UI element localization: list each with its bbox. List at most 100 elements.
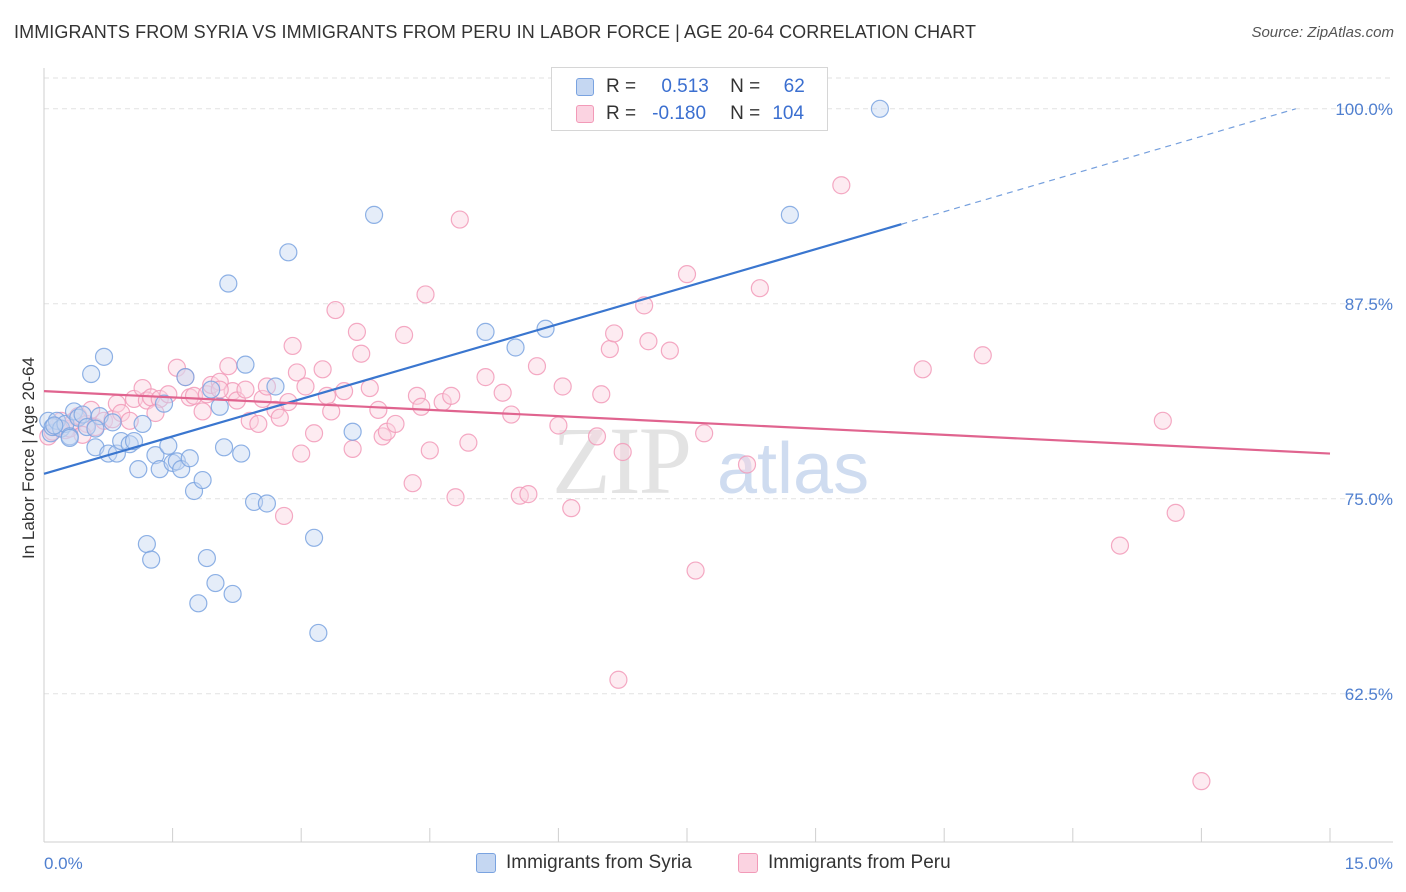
- syria-trend-extension: [901, 108, 1296, 225]
- peru-point: [459, 433, 478, 452]
- syria-point: [343, 422, 362, 441]
- legend-r-value-syria: 0.513: [661, 76, 709, 97]
- peru-point: [442, 386, 461, 405]
- peru-point: [1110, 536, 1130, 555]
- peru-point: [660, 341, 679, 360]
- syria-point: [506, 338, 525, 357]
- peru-point: [677, 265, 697, 284]
- peru-points: [39, 176, 1211, 791]
- syria-trend-line: [43, 223, 902, 475]
- series-swatch-syria: [476, 853, 496, 873]
- syria-point: [206, 573, 225, 593]
- y-tick-label: 75.0%: [1345, 490, 1393, 509]
- peru-point: [287, 363, 307, 382]
- syria-point: [60, 428, 79, 448]
- series-legend-peru: Immigrants from Peru: [738, 852, 951, 874]
- peru-point: [1192, 772, 1211, 791]
- axes: [43, 68, 1393, 843]
- peru-point: [562, 499, 581, 518]
- syria-point: [210, 397, 229, 416]
- syria-point: [82, 364, 101, 384]
- peru-point: [493, 383, 512, 402]
- series-legend-syria: Immigrants from Syria: [476, 852, 692, 874]
- syria-point: [304, 528, 324, 547]
- peru-point: [369, 400, 388, 419]
- legend-row-peru: R = -0.180 N = 104: [576, 102, 808, 126]
- trend-lines: [43, 108, 1331, 475]
- peru-point: [450, 210, 469, 229]
- peru-point: [326, 300, 345, 320]
- peru-point: [270, 408, 289, 427]
- syria-point: [189, 594, 208, 613]
- peru-point: [1153, 411, 1172, 430]
- syria-point: [137, 534, 156, 554]
- syria-points: [39, 99, 890, 643]
- legend-swatch-peru: [576, 105, 594, 123]
- peru-point: [283, 336, 302, 356]
- peru-point: [686, 561, 705, 580]
- syria-point: [214, 438, 234, 457]
- peru-point: [304, 424, 324, 443]
- peru-point: [549, 416, 568, 435]
- peru-point: [519, 485, 538, 504]
- peru-point: [292, 444, 311, 463]
- correlation-legend: R = 0.513 N = 62 R = -0.180 N = 104: [551, 67, 828, 131]
- syria-point: [780, 205, 799, 224]
- peru-point: [322, 402, 341, 421]
- syria-point: [129, 460, 148, 479]
- peru-point: [750, 279, 769, 298]
- source-credit: Source: ZipAtlas.com: [1251, 24, 1394, 41]
- peru-point: [193, 402, 212, 421]
- syria-point: [180, 449, 199, 468]
- syria-point: [193, 470, 212, 490]
- peru-point: [407, 386, 427, 405]
- syria-point: [176, 368, 195, 387]
- syria-point: [223, 584, 242, 604]
- peru-point: [219, 357, 238, 376]
- peru-point: [913, 360, 932, 379]
- syria-point: [154, 394, 174, 413]
- peru-point: [476, 368, 495, 387]
- legend-row-syria: R = 0.513 N = 62: [576, 75, 814, 99]
- syria-point: [146, 446, 165, 465]
- peru-point: [446, 488, 465, 507]
- peru-point: [296, 377, 315, 396]
- syria-point: [133, 414, 152, 434]
- series-label-syria: Immigrants from Syria: [506, 852, 692, 873]
- peru-point: [1166, 503, 1185, 522]
- syria-point: [219, 274, 238, 293]
- peru-point: [639, 332, 658, 351]
- peru-point: [236, 380, 255, 399]
- legend-n-label: N =: [730, 103, 761, 124]
- peru-point: [313, 360, 332, 379]
- peru-point: [343, 439, 362, 458]
- y-tick-label: 100.0%: [1335, 100, 1393, 119]
- chart-title: IMMIGRANTS FROM SYRIA VS IMMIGRANTS FROM…: [14, 22, 977, 42]
- tick-labels: 62.5% 75.0% 87.5% 100.0% 0.0% 15.0%: [44, 100, 1393, 873]
- peru-point: [973, 346, 992, 365]
- peru-point: [609, 670, 628, 689]
- peru-point: [386, 414, 405, 434]
- y-tick-label: 62.5%: [1345, 685, 1393, 704]
- syria-point: [266, 377, 285, 396]
- peru-point: [420, 441, 439, 460]
- peru-point: [412, 397, 431, 416]
- syria-point: [232, 444, 251, 463]
- peru-point: [274, 506, 294, 526]
- syria-point: [870, 99, 890, 118]
- peru-point: [403, 474, 422, 493]
- legend-r-value-peru: -0.180: [652, 103, 707, 124]
- peru-point: [695, 424, 714, 443]
- x-tick-label: 0.0%: [44, 854, 83, 873]
- legend-n-value-peru: 104: [772, 103, 805, 124]
- peru-point: [832, 176, 851, 195]
- syria-point: [279, 243, 298, 262]
- watermark-atlas: atlas: [717, 429, 870, 509]
- series-swatch-peru: [738, 853, 758, 873]
- peru-point: [394, 325, 414, 345]
- legend-r-label: R =: [606, 103, 637, 124]
- peru-point: [360, 378, 379, 398]
- y-tick-label: 87.5%: [1345, 295, 1393, 314]
- syria-point: [86, 419, 105, 438]
